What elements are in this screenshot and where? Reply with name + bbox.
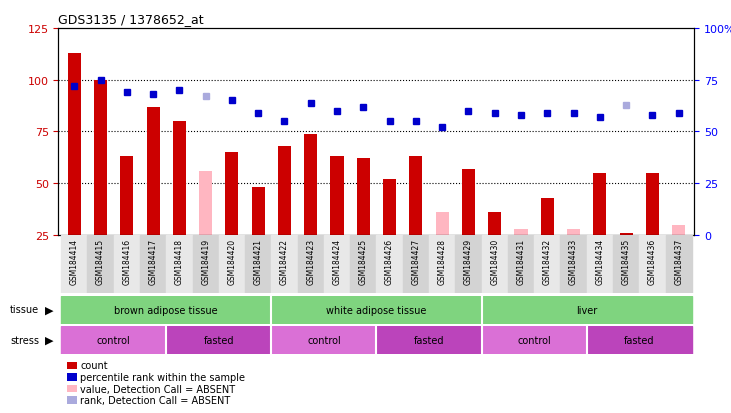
Bar bbox=[534, 235, 561, 293]
Text: GSM184424: GSM184424 bbox=[333, 238, 341, 284]
Text: GSM184436: GSM184436 bbox=[648, 238, 657, 285]
Text: tissue: tissue bbox=[10, 305, 39, 315]
Bar bbox=[429, 235, 455, 293]
Bar bbox=[94, 81, 107, 235]
Bar bbox=[298, 235, 324, 293]
Text: GSM184434: GSM184434 bbox=[595, 238, 605, 285]
Text: GSM184422: GSM184422 bbox=[280, 238, 289, 284]
Bar bbox=[146, 107, 159, 235]
Bar bbox=[324, 235, 350, 293]
Bar bbox=[508, 235, 534, 293]
Bar bbox=[620, 233, 633, 235]
Bar bbox=[613, 235, 640, 293]
Bar bbox=[645, 173, 659, 235]
Text: liver: liver bbox=[576, 305, 597, 315]
Bar bbox=[567, 229, 580, 235]
Bar bbox=[515, 229, 528, 235]
Bar bbox=[482, 235, 508, 293]
Bar bbox=[199, 171, 212, 235]
Bar bbox=[482, 326, 587, 354]
Bar bbox=[409, 157, 423, 235]
Text: GSM184433: GSM184433 bbox=[569, 238, 578, 285]
Text: ▶: ▶ bbox=[45, 335, 53, 345]
Text: value, Detection Call = ABSENT: value, Detection Call = ABSENT bbox=[80, 384, 235, 394]
Text: GSM184437: GSM184437 bbox=[674, 238, 683, 285]
Bar bbox=[376, 235, 403, 293]
Text: white adipose tissue: white adipose tissue bbox=[326, 305, 427, 315]
Text: GSM184421: GSM184421 bbox=[254, 238, 262, 284]
Text: GSM184417: GSM184417 bbox=[148, 238, 158, 284]
Text: brown adipose tissue: brown adipose tissue bbox=[115, 305, 218, 315]
Text: fasted: fasted bbox=[203, 335, 234, 345]
Bar bbox=[436, 213, 449, 235]
Text: GSM184414: GSM184414 bbox=[69, 238, 79, 284]
Text: GSM184418: GSM184418 bbox=[175, 238, 184, 284]
Bar bbox=[271, 235, 298, 293]
Text: control: control bbox=[96, 335, 131, 345]
Bar bbox=[166, 326, 271, 354]
Bar bbox=[219, 235, 245, 293]
Bar bbox=[166, 235, 192, 293]
Bar bbox=[376, 326, 482, 354]
Bar bbox=[140, 235, 166, 293]
Bar bbox=[541, 198, 554, 235]
Bar bbox=[672, 225, 685, 235]
Text: GSM184435: GSM184435 bbox=[621, 238, 631, 285]
Text: control: control bbox=[307, 335, 341, 345]
Text: stress: stress bbox=[10, 335, 39, 345]
Bar bbox=[251, 188, 265, 235]
Bar bbox=[640, 235, 665, 293]
Bar bbox=[173, 122, 186, 235]
Bar bbox=[403, 235, 429, 293]
Bar bbox=[68, 54, 81, 235]
Bar bbox=[455, 235, 482, 293]
Bar bbox=[61, 326, 166, 354]
Bar bbox=[594, 173, 607, 235]
Text: GSM184420: GSM184420 bbox=[227, 238, 236, 284]
Text: ▶: ▶ bbox=[45, 305, 53, 315]
Bar bbox=[88, 235, 113, 293]
Text: GSM184432: GSM184432 bbox=[543, 238, 552, 284]
Bar bbox=[330, 157, 344, 235]
Bar bbox=[271, 326, 376, 354]
Text: control: control bbox=[518, 335, 551, 345]
Bar bbox=[482, 296, 692, 324]
Text: GSM184429: GSM184429 bbox=[464, 238, 473, 284]
Text: GSM184419: GSM184419 bbox=[201, 238, 210, 284]
Text: GSM184416: GSM184416 bbox=[122, 238, 132, 284]
Text: GSM184428: GSM184428 bbox=[438, 238, 447, 284]
Bar bbox=[271, 296, 482, 324]
Bar bbox=[113, 235, 140, 293]
Bar bbox=[462, 169, 475, 235]
Bar bbox=[488, 213, 501, 235]
Text: count: count bbox=[80, 361, 108, 370]
Bar bbox=[278, 147, 291, 235]
Text: GSM184415: GSM184415 bbox=[96, 238, 105, 284]
Text: GSM184430: GSM184430 bbox=[491, 238, 499, 285]
Bar bbox=[350, 235, 376, 293]
Bar bbox=[665, 235, 692, 293]
Bar bbox=[61, 296, 271, 324]
Bar bbox=[357, 159, 370, 235]
Bar bbox=[192, 235, 219, 293]
Bar bbox=[61, 235, 88, 293]
Text: rank, Detection Call = ABSENT: rank, Detection Call = ABSENT bbox=[80, 395, 231, 405]
Bar bbox=[561, 235, 587, 293]
Bar bbox=[383, 180, 396, 235]
Bar bbox=[587, 235, 613, 293]
Text: fasted: fasted bbox=[624, 335, 654, 345]
Text: GDS3135 / 1378652_at: GDS3135 / 1378652_at bbox=[58, 13, 204, 26]
Bar bbox=[587, 326, 692, 354]
Bar bbox=[245, 235, 271, 293]
Text: percentile rank within the sample: percentile rank within the sample bbox=[80, 372, 246, 382]
Bar bbox=[225, 153, 238, 235]
Bar bbox=[304, 134, 317, 235]
Text: GSM184426: GSM184426 bbox=[385, 238, 394, 284]
Text: GSM184423: GSM184423 bbox=[306, 238, 315, 284]
Text: GSM184425: GSM184425 bbox=[359, 238, 368, 284]
Text: GSM184427: GSM184427 bbox=[412, 238, 420, 284]
Text: fasted: fasted bbox=[414, 335, 444, 345]
Bar bbox=[120, 157, 133, 235]
Text: GSM184431: GSM184431 bbox=[517, 238, 526, 284]
